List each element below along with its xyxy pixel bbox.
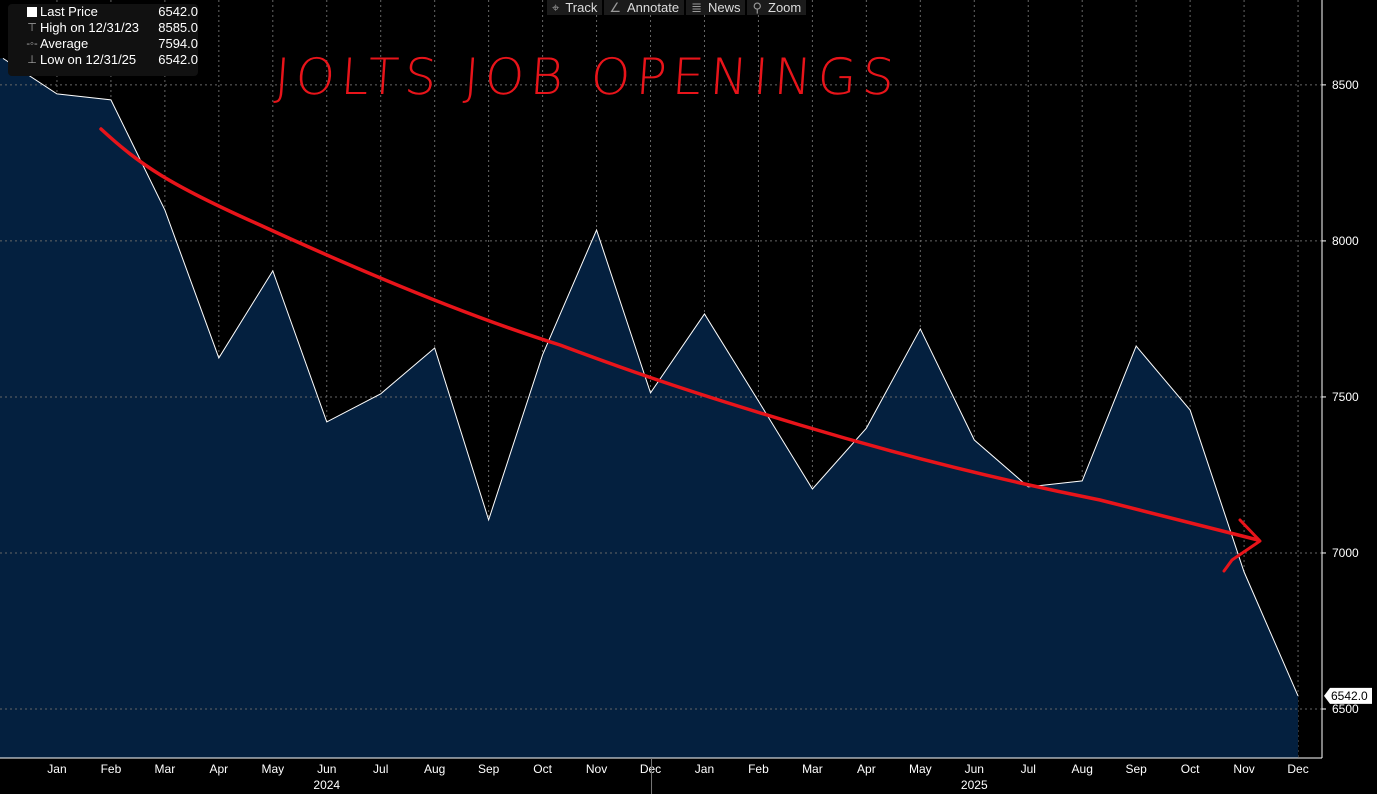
track-button[interactable]: ⌖ Track [547,0,603,15]
x-tick-label: Dec [1287,762,1308,776]
low-marker-icon: ⊥ [27,54,37,66]
x-tick-label: Mar [155,762,176,776]
legend-average[interactable]: -◦- Average 7594.0 [26,36,198,51]
x-tick-label: Feb [101,762,122,776]
y-tick-label: 8000 [1332,234,1359,248]
legend-high[interactable]: ⊤ High on 12/31/23 8585.0 [27,20,198,35]
x-tick-label: Mar [802,762,823,776]
x-tick-label: Jan [47,762,66,776]
y-tick-label: 7000 [1332,546,1359,560]
x-tick-label: Nov [1233,762,1254,776]
x-tick-label: Jun [965,762,984,776]
x-tick-label: Feb [748,762,769,776]
x-tick-label: Jun [317,762,336,776]
x-tick-label: May [261,762,284,776]
high-marker-icon: ⊤ [27,22,37,34]
chart-toolbar: ⌖ Track ∠ Annotate ≣ News ⚲ Zoom [547,0,807,15]
x-tick-label: Oct [533,762,552,776]
x-tick-label: Oct [1181,762,1200,776]
x-tick-label: Sep [1125,762,1147,776]
x-tick-label: Jul [1021,762,1036,776]
trend-arrow-head [1222,518,1262,573]
x-tick-label: Aug [424,762,445,776]
y-tick-label: 6500 [1332,702,1359,716]
y-tick-label: 8500 [1332,78,1359,92]
year-label: 2024 [313,778,340,792]
x-tick-label: May [909,762,932,776]
x-tick-label: Sep [478,762,500,776]
news-button[interactable]: ≣ News [686,0,746,15]
x-tick-label: Jul [373,762,388,776]
trend-arrow-line [99,127,1260,542]
average-marker-icon: -◦- [26,38,38,50]
magnifier-icon: ⚲ [752,0,763,15]
zoom-button[interactable]: ⚲ Zoom [747,0,807,15]
pencil-icon: ∠ [609,0,622,15]
legend: Last Price 6542.0 ⊤ High on 12/31/23 8585.0… [8,4,198,76]
x-tick-label: Apr [857,762,876,776]
handwritten-title: JOLTS JOB OPENINGS [272,48,903,106]
y-tick-label: 7500 [1332,390,1359,404]
last-value-label: 6542.0 [1331,689,1368,703]
crosshair-icon: ⌖ [552,0,560,15]
news-icon: ≣ [691,0,702,15]
legend-low[interactable]: ⊥ Low on 12/31/25 6542.0 [27,52,198,67]
annotate-button[interactable]: ∠ Annotate [604,0,685,15]
last-value-tag [1324,687,1372,704]
area-fill [0,58,1299,758]
x-tick-label: Dec [640,762,661,776]
square-icon [27,7,37,17]
legend-last-price[interactable]: Last Price 6542.0 [8,4,198,20]
x-tick-label: Apr [209,762,228,776]
x-tick-label: Jan [695,762,714,776]
x-tick-label: Nov [586,762,607,776]
year-label: 2025 [961,778,988,792]
x-tick-label: Aug [1072,762,1093,776]
